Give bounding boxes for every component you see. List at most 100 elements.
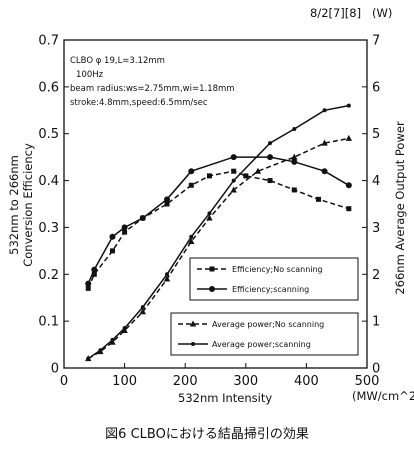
series-1-point xyxy=(109,248,115,254)
y-right-unit: (W) xyxy=(372,6,392,20)
series-2-point xyxy=(109,233,116,240)
legend-efficiency: Efficiency;No scanning Efficiency;scannin… xyxy=(189,257,359,301)
y-right-tick-label: 1 xyxy=(372,315,380,330)
series-3-point xyxy=(345,134,353,141)
series-4-point xyxy=(268,141,273,146)
series-4-point xyxy=(231,178,236,183)
series-4 xyxy=(86,103,351,361)
series-1-line xyxy=(87,170,350,289)
y-left-tick-label: 0.6 xyxy=(38,80,59,95)
y-left-tick-label: 0.2 xyxy=(38,268,59,283)
series-4-point xyxy=(98,348,103,353)
x-tick-label: 200 xyxy=(173,374,198,389)
cond-line-4: stroke:4.8mm,speed:6.5mm/sec xyxy=(70,98,208,108)
y-right-tick-label: 0 xyxy=(372,362,380,377)
y-right-tick-label: 3 xyxy=(372,221,380,236)
series-4-point xyxy=(322,108,327,113)
cond-line-3: beam radius:ws=2.75mm,wi=1.18mm xyxy=(70,84,235,94)
y-left-label-line1: 532nm to 266nm xyxy=(7,155,21,255)
series-2-point xyxy=(291,158,298,165)
y-left-tick-label: 0.7 xyxy=(38,34,59,49)
y-right-tick-label: 5 xyxy=(372,127,380,142)
series-4-point xyxy=(122,326,127,331)
series-1-point xyxy=(206,173,212,179)
legend-power-box xyxy=(170,312,359,356)
series-2-point xyxy=(139,215,146,222)
series-3-point xyxy=(230,186,237,193)
legend-marker-3 xyxy=(189,320,197,327)
y-left-tick-label: 0.4 xyxy=(38,174,59,189)
series-4-point xyxy=(86,356,91,361)
cond-line-1: CLBO φ 19,L=3.12mm xyxy=(70,56,165,66)
legend-marker-4 xyxy=(191,342,195,346)
x-tick-label: 500 xyxy=(355,374,380,389)
legend-marker-2 xyxy=(209,286,215,292)
series-3-point xyxy=(206,214,213,221)
x-axis-label: 532nm Intensity xyxy=(178,391,272,405)
series-2-point xyxy=(164,196,171,203)
series-4-point xyxy=(165,272,170,277)
series-4-point xyxy=(110,337,115,342)
y-left-tick-label: 0.3 xyxy=(38,221,59,236)
y-left-label-line2: Conversion Efficiency xyxy=(21,143,35,267)
x-unit-label: (MW/cm^2) xyxy=(352,389,414,403)
series-4-point xyxy=(140,305,145,310)
y-right-tick-label: 6 xyxy=(372,80,380,95)
series-2 xyxy=(85,154,352,287)
series-4-point xyxy=(292,127,297,132)
series-2-point xyxy=(230,154,237,161)
series-1-point xyxy=(85,285,91,291)
series-3-point xyxy=(163,275,171,282)
series-1-point xyxy=(243,173,249,179)
legend-label-1: Efficiency;No scanning xyxy=(232,265,323,274)
series-2-point xyxy=(121,224,128,231)
legend-label-4: Average power;scanning xyxy=(212,340,311,349)
series-2-point xyxy=(188,168,195,175)
y-left-tick-label: 0 xyxy=(51,362,59,377)
y-left-tick-label: 0.5 xyxy=(38,127,59,142)
y-right-tick-label: 2 xyxy=(372,268,380,283)
series-1-point xyxy=(291,187,297,193)
legend-marker-1 xyxy=(209,266,215,272)
series-2-line xyxy=(87,156,350,284)
corner-note: 8/2[7][8] xyxy=(310,6,361,20)
y-right-label: 266nm Average Output Power xyxy=(393,121,407,295)
x-tick-label: 300 xyxy=(233,374,258,389)
series-2-point xyxy=(91,266,98,273)
series-3-point xyxy=(291,153,298,160)
x-tick-label: 400 xyxy=(294,374,319,389)
series-3-point xyxy=(139,308,146,315)
series-1-point xyxy=(346,206,352,212)
x-tick-label: 100 xyxy=(112,374,137,389)
series-1-point xyxy=(188,182,194,188)
cond-line-2: 100Hz xyxy=(76,70,104,80)
legend-efficiency-box xyxy=(189,257,359,301)
series-1-point xyxy=(231,168,237,174)
series-1-point xyxy=(122,229,128,235)
y-left-tick-label: 0.1 xyxy=(38,315,59,330)
series-2-point xyxy=(267,154,274,161)
series-4-point xyxy=(346,103,351,108)
series-2-point xyxy=(85,280,92,287)
y-right-tick-label: 7 xyxy=(372,34,380,49)
plot-frame xyxy=(63,39,368,369)
series-3-point xyxy=(188,237,195,244)
series-3-point xyxy=(321,139,328,146)
series-2-point xyxy=(345,182,352,189)
figure-caption: 図6 CLBOにおける結晶掃引の効果 xyxy=(105,426,309,442)
series-1 xyxy=(85,168,352,291)
legend-label-2: Efficiency;scanning xyxy=(232,285,309,294)
x-tick-label: 0 xyxy=(60,374,68,389)
series-1-point xyxy=(164,201,170,207)
y-right-tick-label: 4 xyxy=(372,174,380,189)
series-4-point xyxy=(207,211,212,216)
series-4-point xyxy=(189,234,194,239)
legend-power: Average power;No scanning Average power;s… xyxy=(170,312,359,356)
series-1-point xyxy=(91,271,97,277)
series-2-point xyxy=(321,168,328,175)
series-3-point xyxy=(254,167,262,174)
legend-label-3: Average power;No scanning xyxy=(212,320,324,329)
series-1-point xyxy=(267,178,273,184)
series-1-point xyxy=(316,196,322,202)
